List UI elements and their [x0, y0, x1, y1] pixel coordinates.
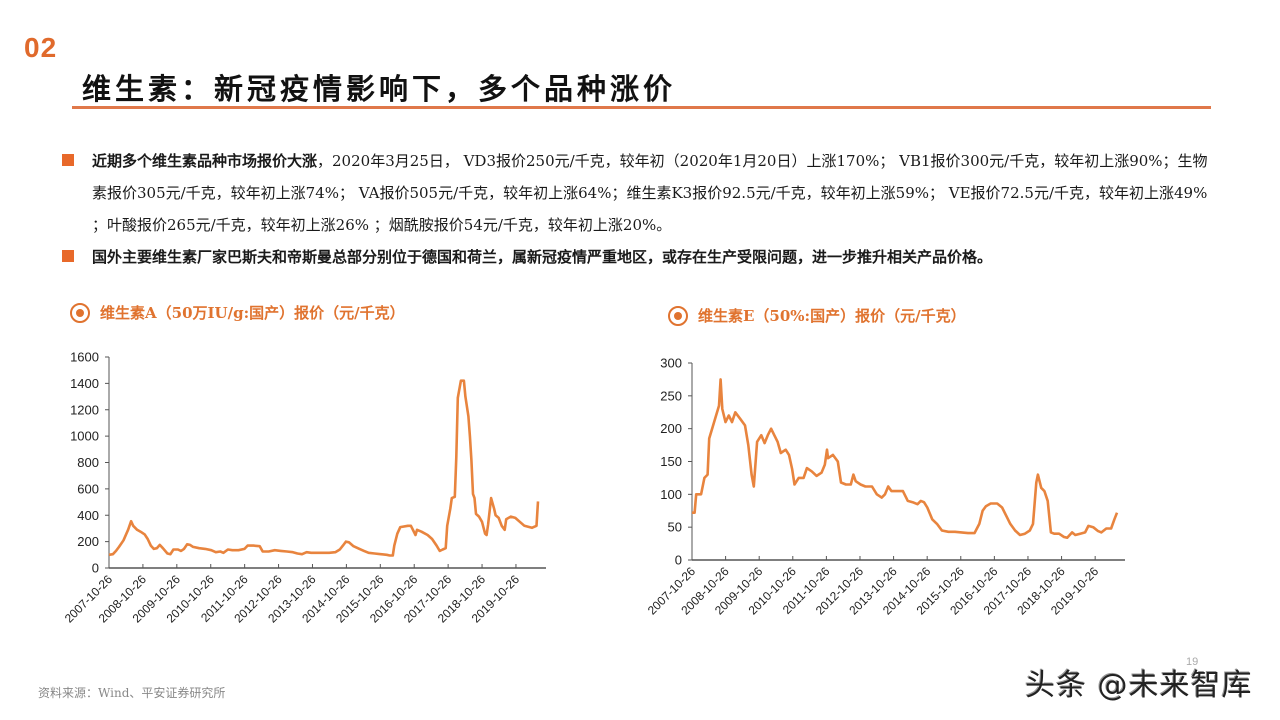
- bullet-list: 近期多个维生素品种市场报价大涨，2020年3月25日， VD3报价250元/千克…: [62, 145, 1222, 273]
- radio-target-icon: [70, 302, 90, 323]
- y-tick-label: 600: [77, 481, 99, 496]
- y-tick-label: 1600: [70, 350, 99, 365]
- y-tick-label: 150: [660, 454, 682, 469]
- bullet-square-icon: [62, 154, 74, 166]
- series-line: [108, 379, 540, 557]
- watermark: 头条 @未来智库: [1025, 668, 1253, 703]
- y-tick-label: 400: [77, 508, 99, 523]
- y-tick-label: 1400: [70, 376, 99, 391]
- y-tick-label: 250: [660, 388, 682, 403]
- bullet-item-2: 国外主要维生素厂家巴斯夫和帝斯曼总部分别位于德国和荷兰，属新冠疫情严重地区，或存…: [62, 241, 1222, 273]
- chart-e-title-text: 维生素E（50%:国产）报价（元/千克）: [698, 307, 966, 325]
- chart-axes: 0501001502002503002007-10-262008-10-2620…: [645, 356, 1125, 618]
- y-tick-label: 1000: [70, 429, 99, 444]
- page-number: 19: [1186, 656, 1199, 668]
- y-tick-label: 800: [77, 455, 99, 470]
- chart-a-title: 维生素A（50万IU/g:国产）报价（元/千克）: [70, 302, 405, 323]
- y-tick-label: 0: [675, 553, 682, 568]
- page-title: 维生素：新冠疫情影响下，多个品种涨价: [82, 72, 677, 106]
- y-tick-label: 0: [92, 561, 99, 576]
- bullet-1-bold: 近期多个维生素品种市场报价大涨: [92, 152, 318, 170]
- title-divider: [72, 106, 1211, 109]
- bullet-item-1: 近期多个维生素品种市场报价大涨，2020年3月25日， VD3报价250元/千克…: [62, 145, 1222, 241]
- series-line: [692, 378, 1119, 539]
- y-tick-label: 200: [77, 534, 99, 549]
- y-tick-label: 50: [668, 520, 682, 535]
- radio-target-icon: [668, 305, 688, 326]
- y-tick-label: 300: [660, 356, 682, 371]
- bullet-1-text: ，2020年3月25日， VD3报价250元/千克，较年初（2020年1月20日…: [92, 152, 1208, 234]
- chart-e-title: 维生素E（50%:国产）报价（元/千克）: [668, 305, 966, 326]
- source-note: 资料来源：Wind、平安证券研究所: [38, 686, 226, 700]
- y-tick-label: 1200: [70, 402, 99, 417]
- bullet-2-bold: 国外主要维生素厂家巴斯夫和帝斯曼总部分别位于德国和荷兰，属新冠疫情严重地区，或存…: [92, 248, 993, 266]
- bullet-square-icon: [62, 250, 74, 262]
- y-tick-label: 100: [660, 487, 682, 502]
- section-number: 02: [24, 32, 58, 63]
- chart-a-title-text: 维生素A（50万IU/g:国产）报价（元/千克）: [100, 304, 405, 322]
- y-tick-label: 200: [660, 421, 682, 436]
